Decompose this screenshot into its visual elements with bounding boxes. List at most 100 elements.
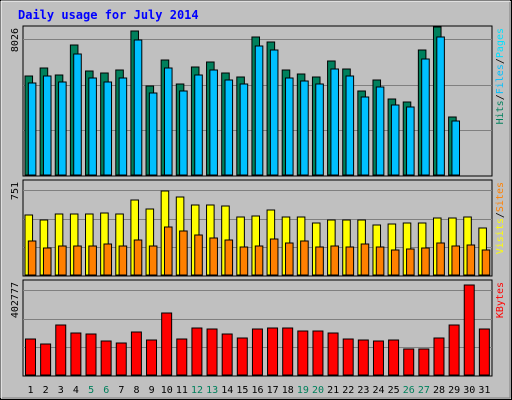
panel-max-label: 751 [10,182,21,200]
panel-usage: 8026 Hits/Files/Pages [10,25,506,177]
x-tick-label-5: 5 [88,385,94,396]
bar-sites-14 [224,239,234,276]
legend-separator: / [495,212,506,218]
bar-face [463,284,475,376]
x-tick-label-6: 6 [103,385,109,396]
bar-face [58,245,67,276]
bar-sites-15 [239,246,249,276]
legend-files: Files [495,64,506,94]
x-tick-label-14: 14 [221,385,233,396]
bar-face [254,245,264,276]
panel-kbytes: 402777 KBytes [10,279,506,377]
bar-kbytes-19 [297,330,309,376]
bar-face [179,230,188,276]
bar-face [88,245,97,276]
bar-face [451,120,461,176]
bar-files-25 [390,104,400,176]
bar-face [421,247,430,276]
bar-kbytes-23 [357,339,369,376]
panel-visits: 751 Visits/Sites [10,179,506,277]
panel-legend: Hits/Files/Pages [495,28,506,124]
x-tick-label-11: 11 [176,385,188,396]
bar-files-27 [421,58,430,176]
x-tick-label-30: 30 [463,385,475,396]
legend-separator: / [495,94,506,100]
bar-face [269,238,279,276]
x-tick-label-10: 10 [161,385,173,396]
bar-sites-3 [58,245,67,276]
legend-kbytes: KBytes [495,282,506,318]
bar-files-26 [406,106,415,176]
bar-sites-12 [194,234,203,276]
bar-kbytes-25 [388,339,400,376]
legend-visits: Visits [495,218,506,254]
bar-files-18 [285,77,294,176]
bar-kbytes-9 [146,339,158,376]
bar-face [176,338,188,376]
bar-kbytes-10 [161,312,173,376]
panel-max-label: 8026 [10,28,21,52]
bar-files-14 [224,79,234,176]
x-tick-label-13: 13 [206,385,218,396]
bar-sites-13 [209,237,218,276]
x-tick-label-27: 27 [418,385,430,396]
bar-files-7 [118,77,128,176]
bar-face [300,80,309,176]
x-tick-label-7: 7 [118,385,124,396]
x-tick-label-8: 8 [133,385,139,396]
bar-face [103,243,113,276]
bar-kbytes-20 [312,330,324,376]
x-tick-label-17: 17 [267,385,279,396]
bar-sites-21 [330,245,339,276]
x-tick-label-31: 31 [478,385,490,396]
bar-face [25,338,36,376]
bar-face [209,237,218,276]
bar-face [357,339,369,376]
bar-files-17 [269,49,279,176]
x-tick-label-21: 21 [327,385,339,396]
bar-sites-20 [315,246,324,276]
bar-face [406,248,415,276]
bar-kbytes-13 [206,328,218,376]
bar-kbytes-31 [478,328,490,376]
bar-face [179,90,188,176]
bar-kbytes-26 [403,348,415,376]
bar-kbytes-22 [342,338,354,376]
bar-files-20 [315,83,324,176]
bar-face [375,86,385,176]
x-tick-label-22: 22 [342,385,354,396]
bar-face [239,83,249,176]
bar-kbytes-18 [282,327,294,376]
bar-face [55,324,67,376]
bar-sites-16 [254,245,264,276]
bar-face [206,328,218,376]
bar-face [418,348,430,376]
bar-face [406,106,415,176]
legend-hits: Hits [495,100,506,124]
bar-face [436,242,445,276]
bar-face [221,333,233,376]
bar-face [342,338,354,376]
bar-files-3 [58,81,67,176]
bar-files-4 [73,53,82,176]
bar-kbytes-17 [267,327,279,376]
bar-sites-23 [360,243,370,276]
bar-face [315,246,324,276]
bar-kbytes-11 [176,338,188,376]
bar-face [224,239,234,276]
bar-face [285,242,294,276]
bar-sites-5 [88,245,97,276]
bar-face [312,330,324,376]
bar-kbytes-3 [55,324,67,376]
bar-kbytes-29 [448,324,460,376]
bar-face [433,337,445,376]
bar-face [267,327,279,376]
bar-sites-2 [42,247,52,276]
bar-kbytes-7 [115,342,127,376]
bar-face [375,246,385,276]
bar-files-13 [209,69,218,176]
bar-face [451,245,461,276]
bar-sites-27 [421,247,430,276]
bar-face [58,81,67,176]
bar-face [360,243,370,276]
